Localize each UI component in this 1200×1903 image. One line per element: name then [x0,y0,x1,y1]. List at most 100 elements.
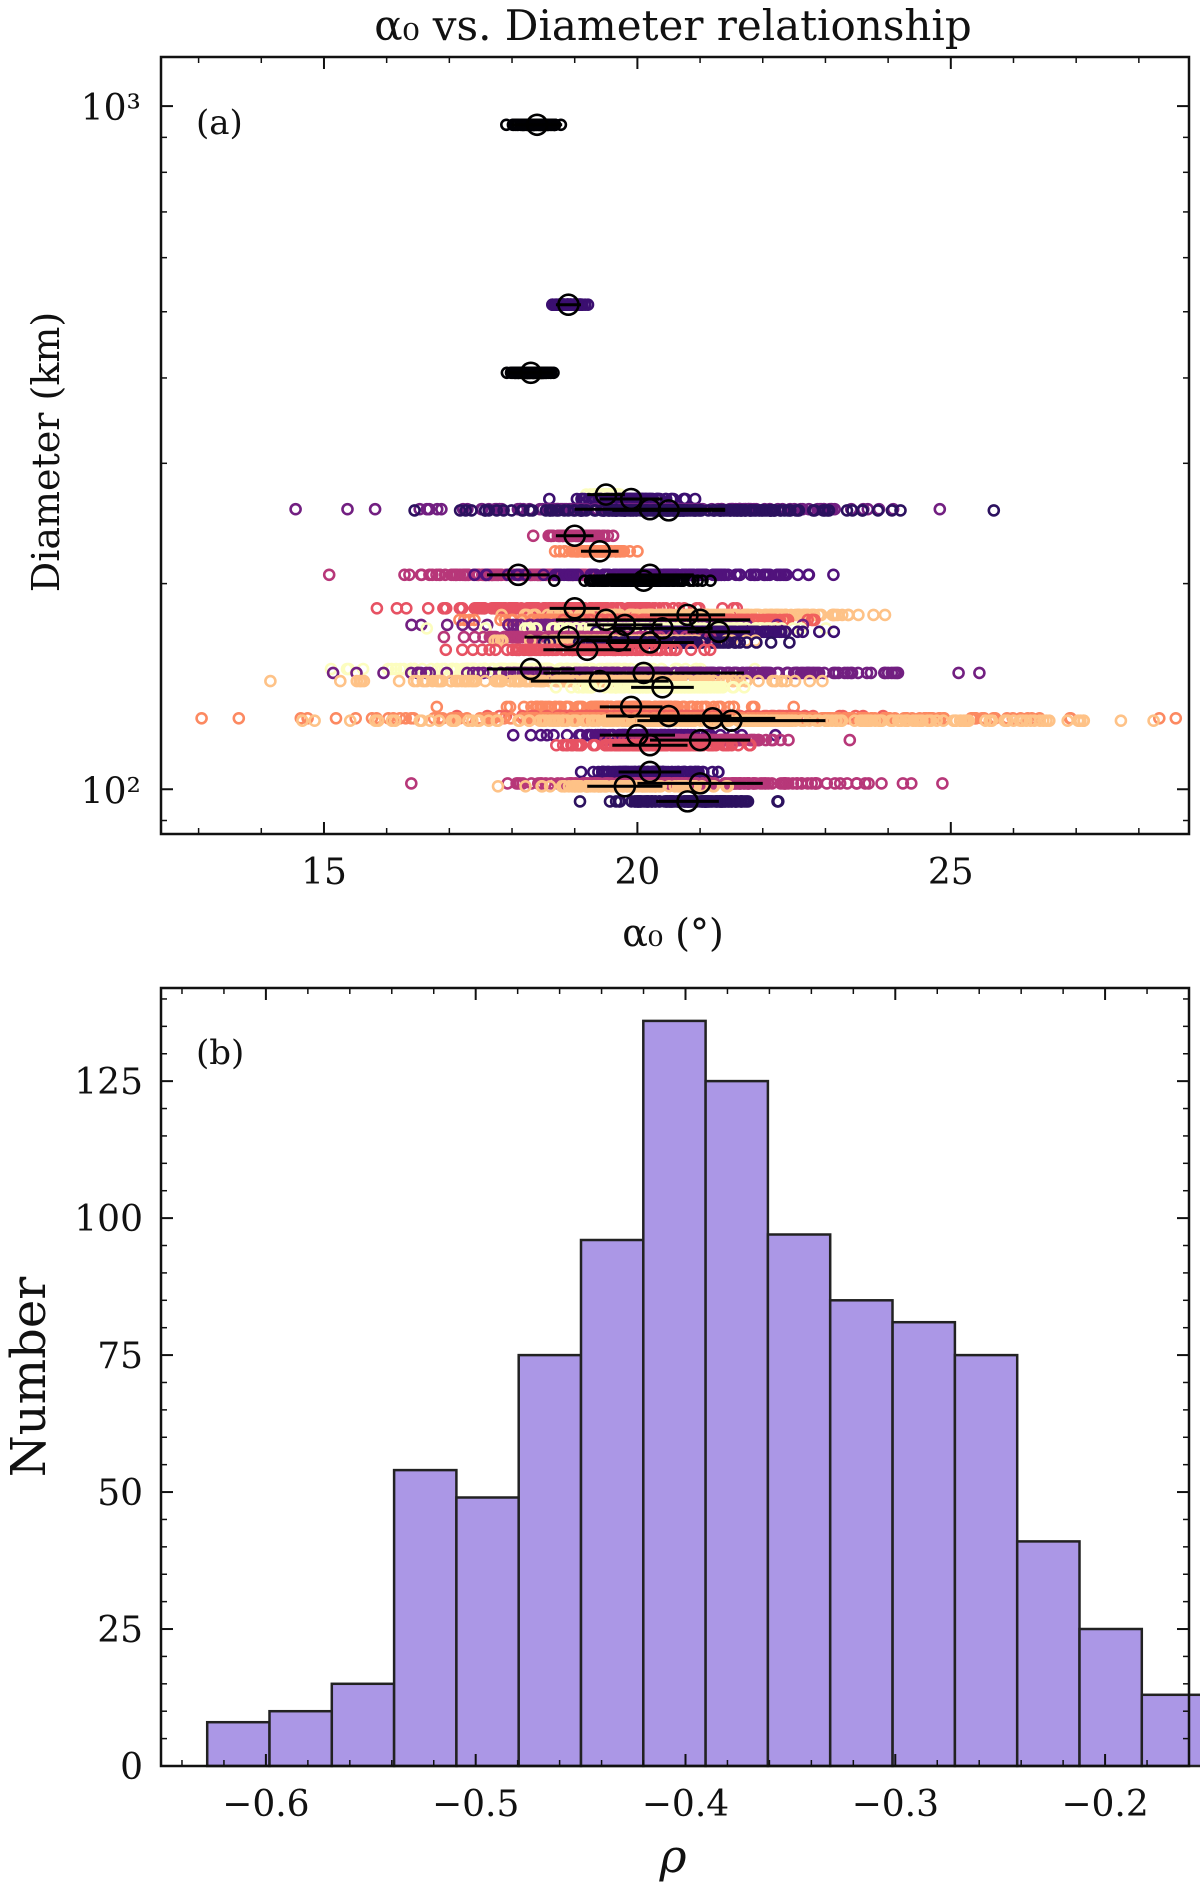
sample-point [878,608,892,622]
sample-point [457,630,471,644]
sample-point [845,666,859,680]
sample-point [437,601,450,615]
panel-a-point-clouds [195,118,1183,808]
sample-point [696,574,709,588]
sample-point [781,666,795,680]
sample-point [698,643,711,657]
sample-point [232,711,246,725]
sample-point [606,529,620,543]
sample-point [739,674,753,688]
sample-point [779,625,793,639]
sample-point [503,601,516,615]
sample-point [586,574,599,588]
sample-point [498,601,512,615]
sample-point [529,601,543,615]
sample-point [852,608,865,622]
sample-point [891,666,905,680]
sample-point [796,625,810,639]
sample-point [512,630,526,644]
sample-point [752,674,765,688]
sample-point [515,504,529,517]
sample-point [669,643,683,657]
sample-point [574,765,588,779]
sample-point [773,625,786,639]
sample-point [502,618,515,632]
sample-point [778,504,791,517]
sample-point [553,544,567,558]
sample-point [459,504,473,517]
sample-point [827,666,840,680]
sample-point [350,674,364,688]
sample-point [432,568,446,582]
sample-point [558,544,572,558]
sample-point [465,674,479,688]
sample-point [341,502,354,516]
sample-point [377,666,390,680]
sample-point [524,728,538,742]
sample-point [408,504,421,517]
sample-point [357,674,371,688]
sample-point [840,504,854,517]
sample-point [329,711,343,725]
sample-point [787,666,801,680]
sample-point [827,625,841,639]
sample-point [764,504,777,517]
sample-point [826,608,839,622]
sample-point [727,504,741,517]
sample-point [520,601,534,615]
sample-point [195,711,208,725]
sample-point [497,504,510,517]
sample-point [758,666,772,680]
sample-point [389,662,403,676]
sample-point [543,504,557,517]
sample-point [370,601,384,615]
sample-point [885,504,899,517]
sample-point [470,601,484,615]
sample-point [392,674,406,688]
sample-point [842,608,855,622]
sample-point [791,625,805,639]
sample-point [549,738,563,752]
sample-point [368,502,382,516]
sample-point [447,568,460,582]
sample-point [769,674,782,688]
sample-point [322,568,336,582]
sample-point [818,504,832,517]
sample-point [894,504,907,517]
sample-point [812,625,826,639]
sample-point [542,492,556,506]
sample-point [421,601,435,615]
sample-point [706,568,720,582]
sample-point [522,643,535,657]
sample-point [289,502,302,516]
sample-point [475,601,488,615]
sample-point [326,666,340,680]
sample-point [526,529,540,543]
sample-point [740,636,754,649]
sample-point [523,504,537,517]
sample-point [489,643,502,657]
sample-point [557,568,571,582]
sample-point [490,504,504,517]
sample-point [684,643,698,657]
sample-point [403,568,416,582]
sample-point [764,636,778,649]
sample-point [748,568,761,582]
sample-point [728,636,742,649]
sample-point [547,574,561,588]
sample-point [933,502,947,516]
sample-point [512,674,525,688]
sample-point [827,568,840,582]
sample-point [547,728,560,742]
sample-point [468,568,481,582]
sample-point [465,504,478,517]
sample-point [561,504,575,517]
sample-point [440,618,454,632]
sample-point [494,674,508,688]
sample-point [1114,714,1128,728]
sample-point [506,618,520,632]
panel-a-alpha-vs-diameter: α₀ vs. Diameter relationship 15 20 25 10²1… [24,1,1191,955]
sample-point [333,674,347,688]
sample-point [425,568,439,582]
